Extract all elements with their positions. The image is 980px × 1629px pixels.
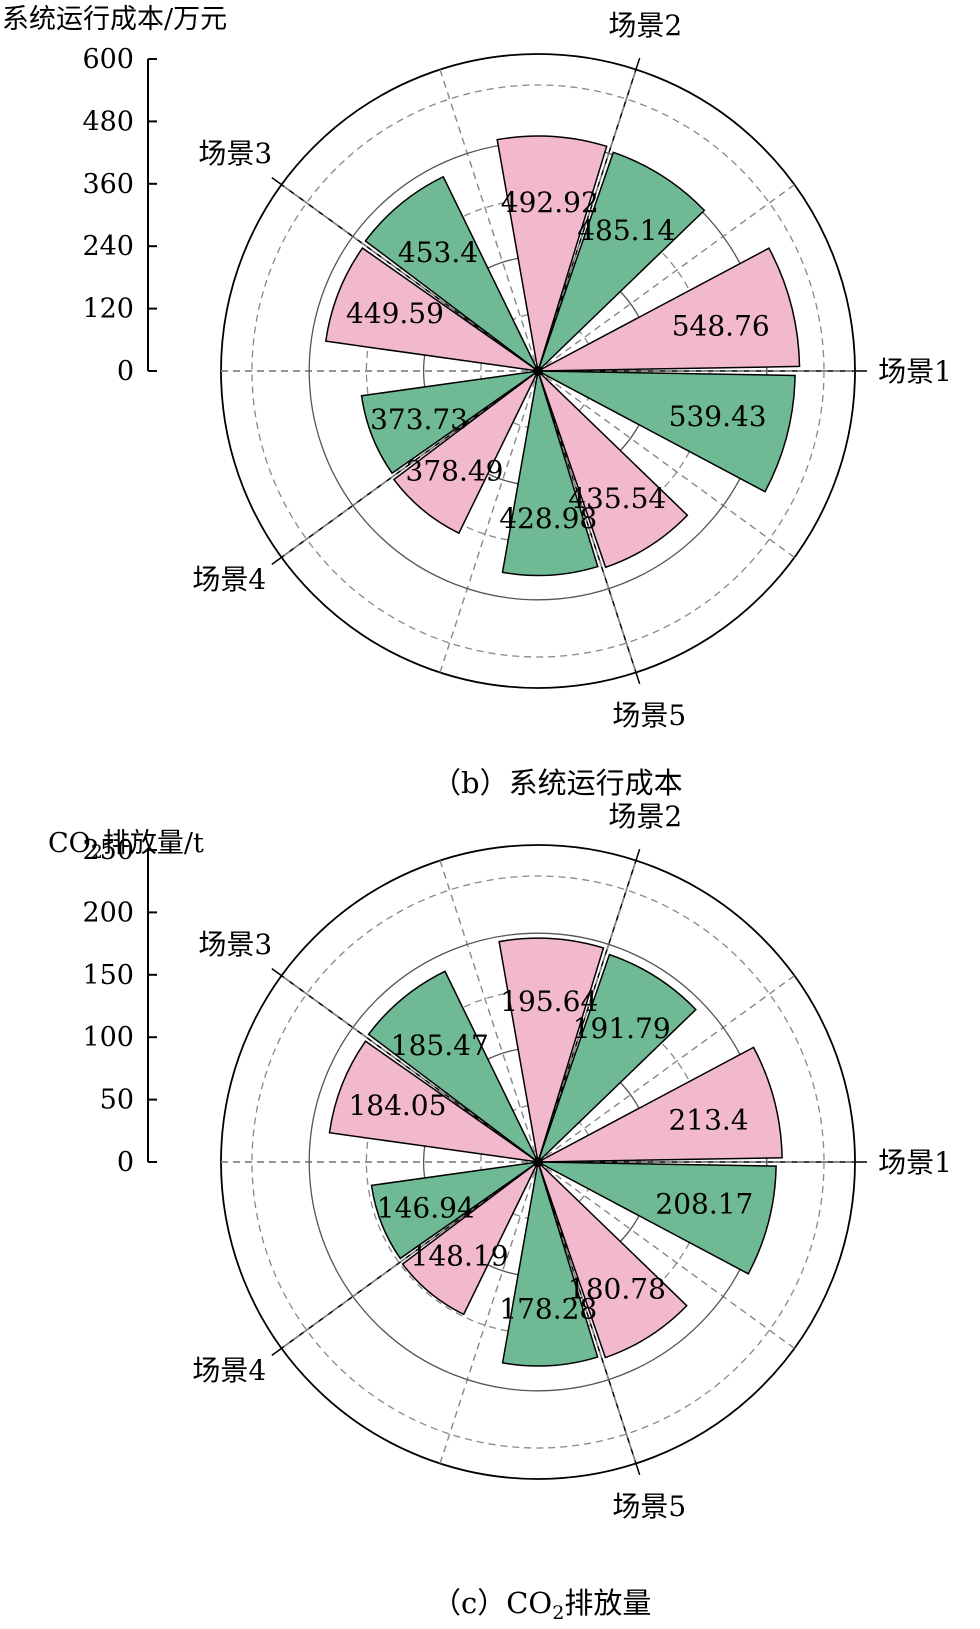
- data-label: 539.43: [669, 400, 767, 433]
- center-dot: [533, 1157, 543, 1167]
- data-label: 378.49: [406, 455, 504, 488]
- scenario-label: 场景1: [878, 355, 952, 388]
- bar-pink-scenario-2: [498, 937, 605, 1163]
- bar-pink-scenario-1: [537, 247, 801, 372]
- data-label: 184.05: [348, 1089, 446, 1122]
- bar-pink-scenario-3: [324, 247, 539, 372]
- y-axis-label: 系统运行成本/万元: [2, 4, 227, 35]
- chart-co2-emission: CO2排放量/t 0 50 100 150 200 250 213.4 208.17 195.…: [48, 800, 952, 1624]
- grid-ring: [251, 84, 825, 658]
- data-label: 180.78: [568, 1272, 666, 1305]
- bar-green-scenario-5: [501, 370, 599, 577]
- bar-green-scenario-3: [364, 175, 539, 372]
- bar-pink-scenario-1: [537, 1046, 783, 1163]
- y-axis-label: CO2排放量/t: [48, 828, 204, 863]
- data-label: 428.98: [499, 502, 597, 535]
- scenario-label: 场景2: [608, 800, 682, 833]
- y-tick-label: 240: [82, 231, 134, 262]
- bar-pink-scenario-4: [401, 1161, 539, 1316]
- bar-pink-scenario-3: [328, 1040, 539, 1163]
- bar-green-scenario-4: [370, 1161, 539, 1260]
- bar-green-scenario-1: [537, 1161, 777, 1275]
- bar-pink-scenario-5: [537, 370, 689, 569]
- y-tick-label: 250: [82, 835, 134, 866]
- data-label: 185.47: [391, 1029, 489, 1062]
- bar-green-scenario-1: [537, 370, 796, 493]
- y-tick-label: 50: [100, 1085, 134, 1116]
- data-label: 485.14: [577, 214, 675, 247]
- grid-ring: [308, 932, 768, 1392]
- grid-ring: [251, 875, 825, 1449]
- bar-green-scenario-2: [537, 151, 706, 372]
- chart-caption: （c）CO2排放量: [432, 1586, 651, 1624]
- bar-green-scenario-2: [537, 953, 697, 1163]
- data-label: 208.17: [655, 1187, 753, 1220]
- scenario-label: 场景3: [198, 928, 272, 961]
- y-tick-label: 360: [82, 169, 134, 200]
- scenario-label: 场景1: [878, 1146, 952, 1179]
- bar-pink-scenario-5: [537, 1161, 688, 1359]
- scenario-label: 场景5: [612, 1490, 686, 1523]
- data-label: 449.59: [346, 297, 444, 330]
- data-label: 178.28: [499, 1292, 597, 1325]
- data-label: 373.73: [370, 403, 468, 436]
- scenario-label: 场景3: [198, 137, 272, 170]
- y-tick-label: 100: [82, 1022, 134, 1053]
- bar-green-scenario-3: [367, 970, 539, 1163]
- scenario-label: 场景4: [192, 563, 266, 596]
- data-label: 191.79: [573, 1012, 671, 1045]
- y-tick-label: 200: [82, 897, 134, 928]
- chart-operating-cost: 系统运行成本/万元 0 120 240 360 480 600 548.76 539.43 4…: [2, 4, 952, 800]
- data-label: 453.4: [398, 236, 478, 269]
- y-axis: 0 120 240 360 480 600: [82, 44, 157, 387]
- scenario-label: 场景2: [608, 9, 682, 42]
- y-tick-label: 0: [117, 1147, 134, 1178]
- bar-pink-scenario-2: [496, 135, 608, 372]
- y-tick-label: 0: [117, 356, 134, 387]
- bar-green-scenario-4: [360, 370, 539, 475]
- data-label: 148.19: [411, 1240, 509, 1273]
- data-label: 548.76: [672, 309, 770, 342]
- center-dot: [533, 366, 543, 376]
- y-tick-label: 150: [82, 960, 134, 991]
- scenario-label: 场景5: [612, 699, 686, 732]
- y-tick-label: 480: [82, 106, 134, 137]
- scenario-label: 场景4: [192, 1354, 266, 1387]
- y-tick-label: 600: [82, 44, 134, 75]
- data-label: 213.4: [668, 1103, 748, 1136]
- bar-green-scenario-5: [501, 1161, 599, 1367]
- chart-caption: （b）系统运行成本: [432, 766, 683, 800]
- data-label: 492.92: [501, 186, 599, 219]
- bar-pink-scenario-4: [392, 370, 539, 535]
- data-label: 195.64: [500, 985, 598, 1018]
- y-axis: 0 50 100 150 200 250: [82, 835, 157, 1178]
- data-label: 435.54: [568, 482, 666, 515]
- data-label: 146.94: [377, 1191, 475, 1224]
- y-tick-label: 120: [82, 294, 134, 325]
